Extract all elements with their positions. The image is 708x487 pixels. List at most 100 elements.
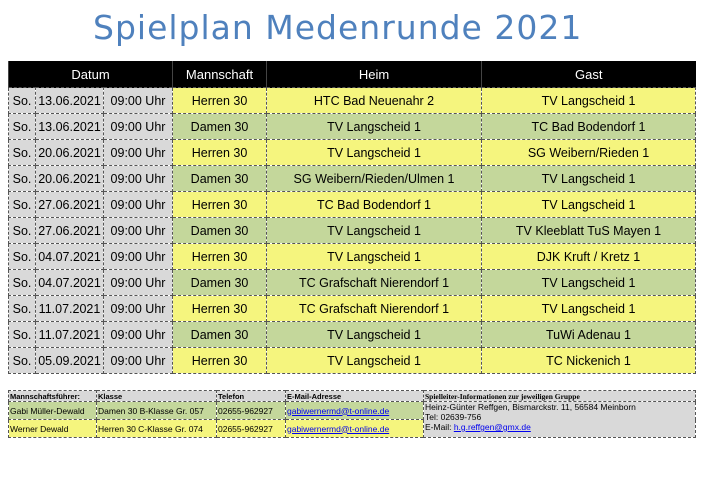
match-guest: TC Nickenich 1	[481, 347, 697, 374]
match-home: TV Langscheid 1	[266, 243, 483, 270]
match-home: TC Grafschaft Nierendorf 1	[266, 295, 483, 322]
header-email: E-Mail-Adresse	[285, 390, 424, 402]
match-home: TC Bad Bodendorf 1	[266, 191, 483, 218]
schedule-header: Datum Mannschaft Heim Gast	[7, 61, 696, 88]
header-datum: Datum	[7, 61, 173, 88]
header-telefon: Telefon	[216, 390, 286, 402]
match-day: So.	[8, 243, 36, 270]
email-link[interactable]: gabiwernermd@t-online.de	[287, 423, 390, 434]
match-day: So.	[8, 321, 36, 348]
contact-table: Mannschaftsführer: Klasse Telefon E-Mail…	[8, 390, 696, 438]
header-heim: Heim	[266, 61, 482, 88]
header-mannschaft: Mannschaft	[172, 61, 267, 88]
match-guest: TC Bad Bodendorf 1	[481, 113, 697, 140]
match-day: So.	[8, 113, 36, 140]
spielleiter-info: Heinz-Günter Reffgen, Bismarckstr. 11, 5…	[423, 401, 696, 438]
match-guest: TuWi Adenau 1	[481, 321, 697, 348]
match-date: 13.06.2021	[35, 113, 104, 140]
match-day: So.	[8, 139, 36, 166]
match-team: Damen 30	[172, 217, 268, 244]
match-team: Herren 30	[172, 295, 268, 322]
match-team: Herren 30	[172, 243, 268, 270]
match-row: So. 04.07.2021 09:00 Uhr Damen 30 TC Grafsch…	[8, 269, 697, 296]
match-date: 04.07.2021	[35, 243, 104, 270]
match-date: 27.06.2021	[35, 191, 104, 218]
match-home: HTC Bad Neuenahr 2	[266, 87, 483, 114]
contact-row: Gabi Müller-Dewald Damen 30 B-Klasse Gr.…	[8, 401, 696, 438]
match-row: So. 04.07.2021 09:00 Uhr Herren 30 TV Langsc…	[8, 243, 697, 270]
match-row: So. 13.06.2021 09:00 Uhr Herren 30 HTC Bad N…	[8, 87, 697, 114]
match-team: Herren 30	[172, 191, 268, 218]
match-day: So.	[8, 269, 36, 296]
match-guest: SG Weibern/Rieden 1	[481, 139, 697, 166]
match-time: 09:00 Uhr	[102, 191, 174, 218]
spielleiter-phone: Tel: 02639-756	[425, 412, 482, 422]
match-time: 09:00 Uhr	[102, 87, 174, 114]
match-row: So. 13.06.2021 09:00 Uhr Damen 30 TV Langsch…	[8, 113, 697, 140]
match-team: Herren 30	[172, 139, 268, 166]
match-date: 27.06.2021	[35, 217, 104, 244]
match-team: Herren 30	[172, 87, 268, 114]
captain-name: Werner Dewald	[8, 419, 97, 438]
match-date: 11.07.2021	[35, 321, 104, 348]
match-day: So.	[8, 295, 36, 322]
email-link[interactable]: gabiwernermd@t-online.de	[287, 405, 390, 416]
match-guest: TV Langscheid 1	[481, 269, 697, 296]
captain-name: Gabi Müller-Dewald	[8, 401, 97, 420]
match-home: TC Grafschaft Nierendorf 1	[266, 269, 483, 296]
match-time: 09:00 Uhr	[102, 165, 174, 192]
header-captain: Mannschaftsführer:	[8, 390, 97, 402]
match-day: So.	[8, 217, 36, 244]
match-row: So. 20.06.2021 09:00 Uhr Herren 30 TV Langsc…	[8, 139, 697, 166]
spielleiter-email-link[interactable]: h.g.reffgen@gmx.de	[453, 422, 531, 432]
spielleiter-address: Heinz-Günter Reffgen, Bismarckstr. 11, 5…	[425, 402, 636, 413]
klasse: Herren 30 C-Klasse Gr. 074	[96, 419, 217, 438]
match-guest: TV Kleeblatt TuS Mayen 1	[481, 217, 697, 244]
match-day: So.	[8, 191, 36, 218]
match-home: TV Langscheid 1	[266, 139, 483, 166]
contact-row: Werner Dewald Herren 30 C-Klasse Gr. 074…	[8, 419, 696, 438]
match-team: Damen 30	[172, 321, 268, 348]
match-home: TV Langscheid 1	[266, 347, 483, 374]
match-date: 20.06.2021	[35, 139, 104, 166]
match-guest: TV Langscheid 1	[481, 295, 697, 322]
schedule-table: Datum Mannschaft Heim Gast So. 13.06.2021…	[7, 61, 697, 374]
match-guest: DJK Kruft / Kretz 1	[481, 243, 697, 270]
match-date: 05.09.2021	[35, 347, 104, 374]
match-time: 09:00 Uhr	[102, 295, 174, 322]
match-time: 09:00 Uhr	[102, 269, 174, 296]
match-time: 09:00 Uhr	[102, 347, 174, 374]
header-klasse: Klasse	[96, 390, 217, 402]
match-team: Damen 30	[172, 113, 268, 140]
match-date: 13.06.2021	[35, 87, 104, 114]
match-day: So.	[8, 347, 36, 374]
page-title: Spielplan Medenrunde 2021	[93, 8, 583, 47]
match-day: So.	[8, 165, 36, 192]
match-row: So. 11.07.2021 09:00 Uhr Herren 30 TC Grafsc…	[8, 295, 697, 322]
telefon: 02655-962927	[216, 401, 286, 420]
match-time: 09:00 Uhr	[102, 217, 174, 244]
spielleiter-email-label: E-Mail:	[425, 422, 454, 432]
match-team: Damen 30	[172, 269, 268, 296]
match-time: 09:00 Uhr	[102, 243, 174, 270]
match-row: So. 20.06.2021 09:00 Uhr Damen 30 SG Weibern…	[8, 165, 697, 192]
match-guest: TV Langscheid 1	[481, 191, 697, 218]
match-home: SG Weibern/Rieden/Ulmen 1	[266, 165, 483, 192]
match-row: So. 05.09.2021 09:00 Uhr Herren 30 TV Langsc…	[8, 347, 697, 374]
match-team: Herren 30	[172, 347, 268, 374]
match-team: Damen 30	[172, 165, 268, 192]
telefon: 02655-962927	[216, 419, 286, 438]
match-time: 09:00 Uhr	[102, 113, 174, 140]
header-gast: Gast	[481, 61, 696, 88]
match-date: 04.07.2021	[35, 269, 104, 296]
match-date: 20.06.2021	[35, 165, 104, 192]
match-row: So. 11.07.2021 09:00 Uhr Damen 30 TV Langsch…	[8, 321, 697, 348]
match-date: 11.07.2021	[35, 295, 104, 322]
match-time: 09:00 Uhr	[102, 321, 174, 348]
match-time: 09:00 Uhr	[102, 139, 174, 166]
match-guest: TV Langscheid 1	[481, 165, 697, 192]
match-home: TV Langscheid 1	[266, 321, 483, 348]
match-guest: TV Langscheid 1	[481, 87, 697, 114]
klasse: Damen 30 B-Klasse Gr. 057	[96, 401, 217, 420]
match-home: TV Langscheid 1	[266, 217, 483, 244]
